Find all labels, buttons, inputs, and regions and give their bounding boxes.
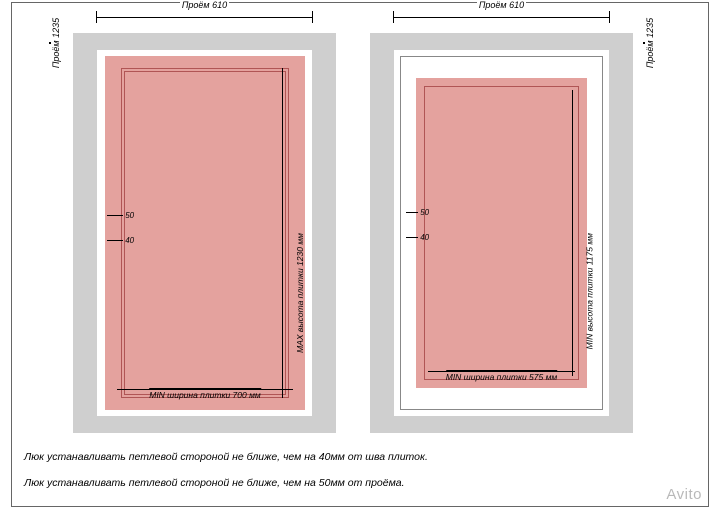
opening-right: 50 40 MIN высота плитки 1175 мм MIN шири… [394, 50, 609, 416]
note-2: Люк устанавливать петлевой стороной не б… [24, 477, 405, 489]
dim-top-right-label: Проём 610 [477, 0, 526, 10]
wall-left: 50 40 MAX высота плитки 1230 мм MIN шири… [73, 33, 336, 433]
note-1: Люк устанавливать петлевой стороной не б… [24, 451, 428, 463]
hatch-frame-right [424, 86, 579, 380]
tile-left: 50 40 MAX высота плитки 1230 мм MIN шири… [105, 56, 305, 410]
tile-width-left-label: MIN ширина плитки 700 мм [149, 388, 261, 400]
inset-40-left: 40 [107, 236, 134, 245]
dim-top-right: Проём 610 [393, 8, 610, 28]
opening-left: 50 40 MAX высота плитки 1230 мм MIN шири… [97, 50, 312, 416]
tile-width-right-label: MIN ширина плитки 575 мм [446, 370, 558, 382]
dim-side-left-label: Проём 1235 [51, 16, 61, 70]
tile-right: 50 40 MIN высота плитки 1175 мм MIN шири… [416, 78, 587, 388]
inset-40-right: 40 [402, 233, 429, 242]
dim-top-left-label: Проём 610 [180, 0, 229, 10]
watermark: Avito [666, 486, 702, 503]
tile-height-right-label: MIN высота плитки 1175 мм [584, 233, 594, 349]
inset-50-right: 50 [402, 208, 429, 217]
wall-right: 50 40 MIN высота плитки 1175 мм MIN шири… [370, 33, 633, 433]
hatch-frame-left-inner [124, 71, 286, 395]
tile-height-left-label: MAX высота плитки 1230 мм [295, 233, 305, 353]
inset-50-left: 50 [107, 211, 134, 220]
dim-side-right-label: Проём 1235 [645, 16, 655, 70]
dim-top-left: Проём 610 [96, 8, 313, 28]
